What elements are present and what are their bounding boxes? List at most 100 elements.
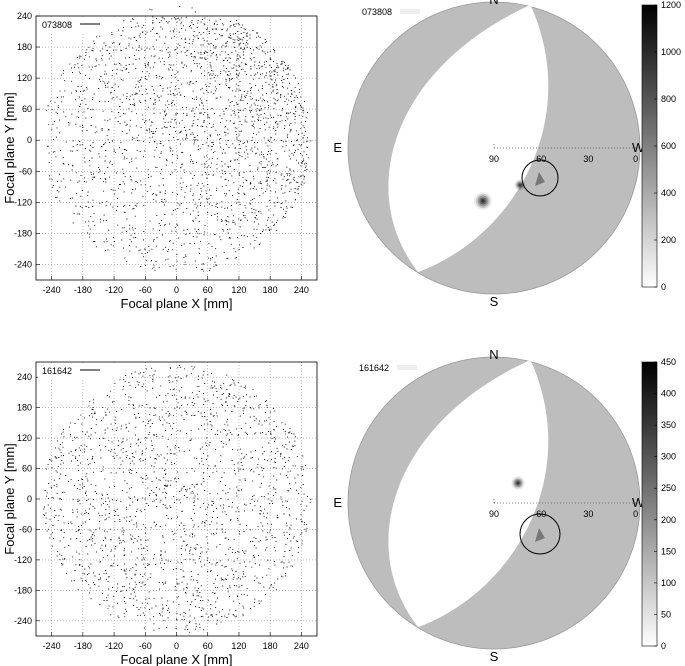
pointing-circle — [519, 513, 561, 555]
legend-box — [38, 18, 118, 32]
compass-e: E — [333, 495, 342, 510]
density-blob — [513, 478, 523, 488]
zenith-tick-label: 90 — [489, 154, 499, 164]
colorbar-tick-label: 350 — [661, 420, 676, 430]
colorbar-tick-label: 400 — [661, 188, 676, 198]
density-blob — [511, 476, 525, 490]
colorbar-tick-label: 0 — [661, 282, 666, 292]
density-blob — [516, 481, 520, 485]
x-tick-label: 180 — [263, 641, 278, 651]
x-tick-label: -120 — [105, 285, 123, 295]
y-tick-label: -60 — [19, 524, 32, 534]
y-tick-label: -60 — [19, 166, 32, 176]
y-tick-label: 180 — [17, 403, 32, 413]
colorbar-tick-label: 250 — [661, 483, 676, 493]
colorbar-tick-label: 450 — [661, 357, 676, 367]
zenith-tick-label: 60 — [536, 154, 546, 164]
legend-label: 161642 — [42, 366, 72, 376]
x-tick-label: 60 — [203, 641, 213, 651]
colorbar-tick-label: 300 — [661, 452, 676, 462]
y-tick-label: -120 — [14, 197, 32, 207]
legend-box — [38, 364, 118, 378]
y-tick-label: -120 — [14, 555, 32, 565]
colorbar-tick-label: 150 — [661, 546, 676, 556]
x-tick-label: -240 — [43, 285, 61, 295]
y-tick-label: 60 — [22, 464, 32, 474]
density-blob — [516, 181, 524, 189]
legend-swatch — [397, 365, 417, 370]
legend-swatch — [400, 9, 420, 14]
density-blob — [477, 195, 489, 207]
y-tick-label: 240 — [17, 11, 32, 21]
scatter-points — [45, 6, 312, 272]
x-tick-label: 60 — [203, 285, 213, 295]
x-tick-label: -60 — [139, 641, 152, 651]
pointing-marker — [535, 528, 545, 542]
y-tick-label: -240 — [14, 259, 32, 269]
colorbar-tick-label: 400 — [661, 389, 676, 399]
x-axis-label: Focal plane X [mm] — [121, 296, 233, 311]
colorbar-tick-label: 1200 — [661, 0, 681, 10]
legend-label: 073808 — [362, 7, 392, 17]
zenith-tick-label: 30 — [583, 154, 593, 164]
density-blob — [518, 183, 522, 187]
compass-s: S — [490, 294, 499, 309]
density-blob — [517, 182, 523, 188]
focal-plane-panel: -240 -180 -120 -60 0 60 120 180 240 -240 -180 -120 -… — [2, 361, 318, 666]
colorbar-tick-label: 600 — [661, 141, 676, 151]
colorbar-tick-label: 100 — [661, 578, 676, 588]
density-blob — [473, 191, 493, 211]
y-tick-label: 120 — [17, 433, 32, 443]
y-tick-label: 60 — [22, 104, 32, 114]
x-tick-label: 240 — [294, 285, 309, 295]
x-tick-label: 120 — [231, 285, 246, 295]
density-blob — [481, 199, 485, 203]
scatter-points — [43, 364, 312, 633]
density-blob — [475, 193, 491, 209]
y-tick-label: 180 — [17, 42, 32, 52]
colorbar-tick-label: 800 — [661, 94, 676, 104]
legend-label: 073808 — [42, 20, 72, 30]
x-tick-label: 180 — [263, 285, 278, 295]
x-tick-label: 0 — [174, 285, 179, 295]
colorbar-tick-label: 0 — [661, 641, 666, 651]
x-axis-label: Focal plane X [mm] — [121, 652, 233, 666]
x-tick-label: -120 — [105, 641, 123, 651]
compass-n: N — [489, 347, 498, 362]
y-tick-label: -240 — [14, 616, 32, 626]
y-axis-label: Focal plane Y [mm] — [2, 92, 17, 204]
zenith-tick-label: 0 — [633, 154, 638, 164]
y-tick-label: -180 — [14, 585, 32, 595]
sky-panel: 9060300NSEW073808120010008006004002000 — [333, 0, 681, 309]
x-tick-label: -180 — [74, 285, 92, 295]
compass-s: S — [490, 649, 499, 664]
colorbar — [641, 361, 658, 647]
x-tick-label: 0 — [174, 641, 179, 651]
y-axis-label: Focal plane Y [mm] — [2, 443, 17, 555]
x-tick-label: 240 — [294, 641, 309, 651]
density-blob — [515, 480, 521, 486]
colorbar-tick-label: 200 — [661, 235, 676, 245]
legend-label: 161642 — [359, 363, 389, 373]
compass-n: N — [489, 0, 498, 7]
colorbar-tick-label: 1000 — [661, 47, 681, 57]
zenith-tick-label: 30 — [583, 509, 593, 519]
compass-e: E — [333, 140, 342, 155]
density-blob — [479, 197, 487, 205]
pointing-circle — [521, 159, 559, 197]
zenith-tick-label: 90 — [489, 509, 499, 519]
focal-plane-panel: -240 -180 -120 -60 0 60 120 180 240 -240 -180 -120 -… — [2, 6, 318, 311]
x-tick-label: 120 — [231, 641, 246, 651]
colorbar-tick-label: 200 — [661, 515, 676, 525]
y-tick-label: 0 — [27, 135, 32, 145]
density-blob — [512, 477, 524, 489]
x-tick-label: -60 — [139, 285, 152, 295]
x-tick-label: -180 — [74, 641, 92, 651]
visible-region — [388, 4, 549, 273]
y-tick-label: -180 — [14, 228, 32, 238]
zenith-tick-label: 0 — [633, 509, 638, 519]
visible-region — [388, 359, 549, 628]
pointing-marker — [535, 172, 545, 186]
